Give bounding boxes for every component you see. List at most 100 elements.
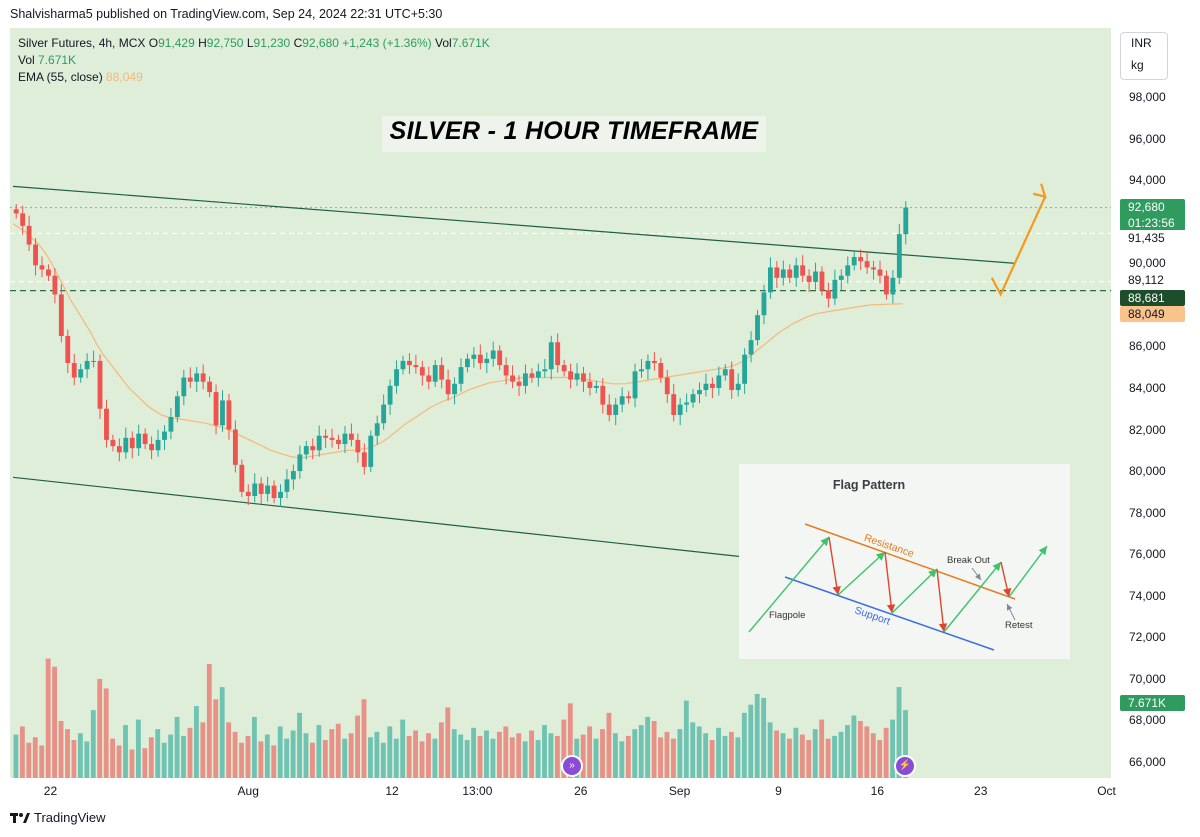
volume-bar — [84, 741, 90, 778]
volume-bar — [819, 719, 825, 778]
footer-brand[interactable]: TradingView — [10, 810, 106, 825]
legend-low-label: L — [246, 36, 254, 50]
candle-body — [716, 375, 722, 388]
volume-bar — [664, 731, 670, 778]
candle-body — [58, 294, 64, 336]
volume-bar — [825, 738, 831, 778]
volume-bar — [335, 723, 341, 778]
level-support-tag: 88,681 — [1120, 290, 1185, 306]
volume-bar — [903, 710, 908, 778]
level-mid-tag: 89,112 — [1120, 272, 1185, 288]
candle-body — [348, 433, 354, 440]
candle-body — [104, 408, 109, 440]
volume-bar — [651, 721, 657, 778]
time-axis[interactable]: 22 Aug 12 13:00 26 Sep 9 16 23 Oct — [10, 778, 1116, 802]
candle-body — [568, 371, 574, 380]
legend-ema-row[interactable]: EMA (55, close) 88,049 — [18, 69, 490, 86]
candle-body — [168, 417, 174, 432]
volume-bar — [419, 741, 425, 778]
volume-bar — [361, 699, 367, 778]
price-chart[interactable] — [10, 28, 1111, 778]
volume-bar — [322, 740, 328, 778]
legend-open-label: O — [148, 36, 159, 50]
event-marker-lightning-icon[interactable]: ⚡ — [894, 755, 916, 777]
candle-body — [761, 292, 767, 316]
legend-symbol[interactable]: Silver Futures, 4h, MCX — [18, 36, 146, 50]
volume-bar — [767, 722, 773, 778]
candle-body — [542, 369, 548, 372]
volume-bar — [451, 729, 457, 778]
volume-bar — [193, 706, 199, 778]
volume-bar — [554, 735, 560, 778]
candle-body — [755, 315, 760, 341]
unit-selector[interactable]: INR kg — [1120, 32, 1168, 80]
tradingview-logo-icon — [10, 812, 30, 823]
volume-bar — [638, 725, 644, 778]
volume-bar — [206, 664, 212, 778]
candle-body — [587, 381, 593, 388]
chart-plot-area[interactable] — [10, 28, 1111, 778]
candle-body — [136, 433, 142, 449]
candle-body — [658, 363, 664, 378]
volume-bar — [748, 704, 754, 778]
volume-bar — [187, 727, 193, 778]
volume-bar — [71, 740, 77, 778]
volume-bar — [477, 735, 483, 778]
volume-bar — [368, 737, 373, 778]
candle-body — [890, 277, 896, 295]
volume-bar — [13, 734, 19, 778]
candle-body — [748, 340, 754, 355]
volume-bar — [619, 741, 625, 778]
candle-body — [639, 369, 644, 372]
candle-body — [690, 394, 696, 403]
candle-body — [780, 269, 786, 278]
candle-body — [252, 483, 258, 496]
volume-bar — [413, 730, 419, 778]
candle-body — [858, 257, 864, 262]
candle-body — [864, 261, 870, 268]
legend-close-value: 92,680 — [302, 36, 339, 50]
unit-label[interactable]: kg — [1131, 58, 1144, 72]
time-tick-label: 26 — [574, 784, 588, 798]
price-axis[interactable] — [1111, 28, 1200, 778]
candle-body — [310, 446, 316, 451]
price-tick-label: 96,000 — [1129, 131, 1166, 146]
volume-bar — [58, 721, 64, 778]
candle-body — [729, 369, 735, 391]
candle-body — [510, 375, 515, 382]
candle-body — [39, 265, 45, 270]
ema-price-tag: 88,049 — [1120, 306, 1185, 322]
candle-body — [213, 392, 219, 426]
currency-label[interactable]: INR — [1131, 36, 1152, 50]
candle-body — [561, 365, 567, 372]
candle-body — [851, 257, 857, 266]
volume-bar — [432, 738, 438, 778]
resistance-line — [804, 523, 1016, 600]
event-marker-sep-icon[interactable]: » — [561, 755, 583, 777]
volume-bar — [393, 738, 399, 778]
volume-bar — [103, 688, 109, 778]
volume-bar — [703, 733, 709, 778]
candle-body — [671, 394, 677, 415]
volume-bar — [883, 727, 889, 778]
volume-bar — [316, 725, 322, 778]
volume-bar — [52, 666, 58, 778]
price-tick-label: 90,000 — [1129, 256, 1166, 271]
candle-body — [535, 371, 541, 378]
price-tick-label: 74,000 — [1129, 588, 1166, 603]
volume-bar — [342, 738, 348, 778]
candle-body — [110, 439, 116, 447]
legend-volume-row[interactable]: Vol 7.671K — [18, 52, 490, 69]
candle-body — [677, 404, 683, 415]
candle-body — [884, 275, 889, 295]
candle-body — [845, 265, 851, 276]
candle-body — [664, 377, 670, 395]
volume-bar — [400, 719, 406, 778]
price-tick-label: 76,000 — [1129, 547, 1166, 562]
candle-body — [735, 383, 741, 391]
candle-body — [97, 360, 103, 409]
candle-body — [413, 365, 419, 368]
volume-bar — [890, 719, 896, 778]
candle-body — [361, 452, 367, 467]
candle-body — [13, 209, 19, 214]
